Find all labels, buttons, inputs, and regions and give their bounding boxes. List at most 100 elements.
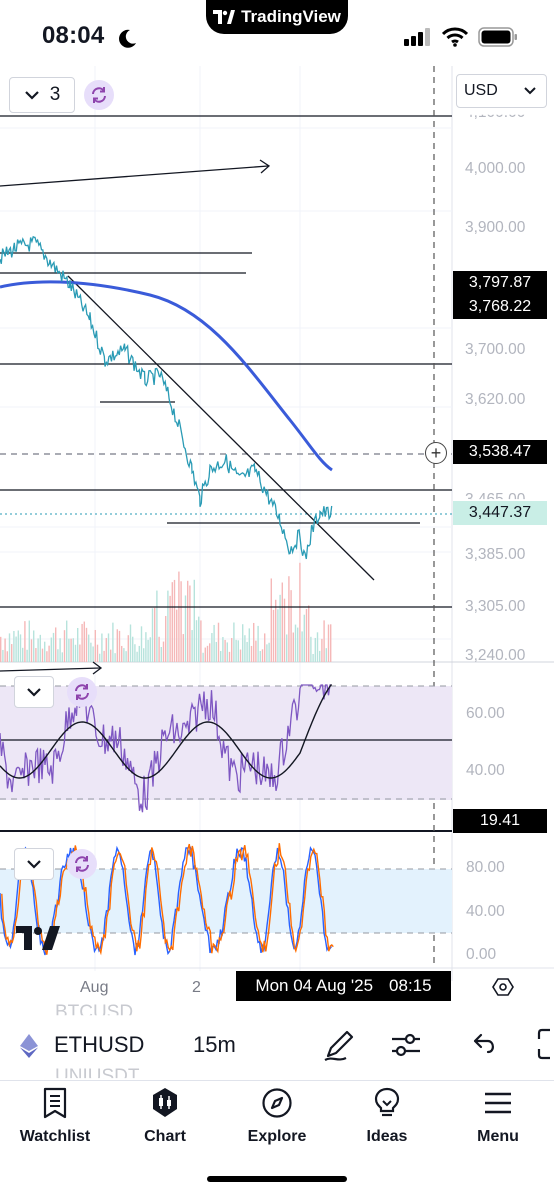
volume-bar (222, 637, 224, 662)
nav-label: Ideas (366, 1128, 408, 1145)
volume-bar (134, 644, 136, 662)
hamburger-menu-icon (485, 1092, 511, 1114)
volume-bar (193, 579, 195, 662)
symbol-name[interactable]: ETHUSD (54, 1032, 145, 1057)
chevron-down-icon (524, 87, 536, 95)
rsi-sync-button[interactable] (67, 677, 97, 707)
next-symbol[interactable]: UNIUSDT (55, 1066, 140, 1087)
nav-ideas[interactable]: Ideas (332, 1087, 442, 1146)
volume-bar (261, 649, 264, 662)
volume-bar (116, 629, 118, 662)
nav-menu[interactable]: Menu (443, 1087, 553, 1146)
volume-bar (200, 620, 202, 662)
volume-bar (26, 649, 28, 662)
undo-icon[interactable] (472, 1032, 498, 1056)
stoch-sync-button[interactable] (67, 849, 97, 879)
volume-bar (66, 620, 68, 662)
sync-button[interactable] (84, 80, 114, 110)
nav-watchlist[interactable]: Watchlist (0, 1087, 110, 1146)
volume-bar (187, 580, 189, 662)
rsi-axis-label: 60.00 (466, 705, 505, 722)
volume-bar (173, 579, 176, 662)
nav-chart[interactable]: Chart (110, 1087, 220, 1146)
stoch-axis-label: 80.00 (466, 859, 505, 876)
price-tag-high-1: 3,797.87 (453, 271, 547, 295)
volume-bar (176, 609, 178, 662)
chevron-down-icon (24, 91, 39, 100)
nav-label: Watchlist (19, 1128, 91, 1145)
volume-bar (195, 620, 198, 662)
drawing-pen-icon[interactable] (322, 1028, 356, 1062)
currency-dropdown[interactable]: USD (456, 74, 547, 108)
volume-bar (327, 624, 330, 662)
volume-bar (81, 623, 83, 662)
volume-bar (96, 644, 99, 662)
chevron-down-icon (27, 688, 41, 697)
stoch-axis-label: 40.00 (466, 903, 505, 920)
volume-bar (169, 595, 171, 662)
volume-bar (63, 630, 66, 662)
volume-bar (48, 645, 50, 662)
nav-explore[interactable]: Explore (222, 1087, 332, 1146)
rsi-line (0, 684, 332, 813)
volume-bar (235, 639, 237, 662)
volume-bar (35, 648, 37, 662)
volume-bar (231, 638, 233, 662)
volume-bar (30, 639, 33, 662)
volume-bar (220, 651, 222, 662)
interval-dropdown[interactable]: 3 (9, 77, 75, 113)
time-axis-label: 2 (192, 979, 201, 996)
volume-bar (310, 636, 312, 662)
volume-bar (244, 635, 246, 662)
volume-bar (180, 581, 182, 662)
fullscreen-icon[interactable] (536, 1028, 554, 1060)
volume-bar (57, 649, 59, 662)
moving-average-line (0, 280, 333, 472)
bottom-navigation (0, 1080, 554, 1161)
volume-bar (110, 649, 112, 662)
refresh-icon (75, 684, 89, 700)
volume-bar (277, 609, 279, 662)
stoch-d-line (1, 843, 334, 956)
price-axis-label: 3,700.00 (465, 341, 526, 358)
volume-bar (160, 646, 162, 662)
chart-icon (153, 1088, 177, 1117)
volume-bar (283, 598, 286, 662)
volume-bar (33, 630, 35, 662)
rsi-ma-line (0, 683, 333, 779)
volume-bar (312, 653, 314, 662)
volume-bar (319, 650, 321, 662)
volume-bar (206, 645, 209, 662)
volume-bar (305, 608, 308, 662)
volume-bar (213, 624, 215, 662)
volume-bar (171, 582, 173, 662)
volume-bar (189, 585, 191, 662)
volume-bar (156, 590, 158, 662)
volume-bar (79, 644, 81, 662)
plus-icon: + (430, 443, 442, 463)
stoch-collapse-button[interactable] (14, 848, 54, 880)
volume-bar (94, 629, 96, 662)
tradingview-pill[interactable]: TradingView (206, 0, 348, 34)
volume-bar (136, 651, 138, 662)
volume-bar (4, 638, 6, 662)
settings-hexagon-icon[interactable] (492, 976, 514, 998)
volume-bar (22, 647, 24, 662)
interval-button[interactable]: 15m (193, 1032, 236, 1057)
volume-bar (290, 590, 292, 662)
add-alert-button[interactable]: + (425, 442, 447, 464)
moon-icon (119, 29, 136, 48)
tradingview-logo-icon (213, 10, 236, 24)
volume-bar (46, 651, 48, 662)
volume-bar (255, 640, 257, 662)
rsi-collapse-button[interactable] (14, 676, 54, 708)
volume-bar (215, 641, 217, 662)
prev-symbol[interactable]: BTCUSD (55, 1002, 134, 1023)
volume-bar (281, 582, 283, 662)
volume-bar (154, 607, 156, 662)
nav-label: Explore (247, 1128, 307, 1145)
indicators-sliders-icon[interactable] (390, 1030, 422, 1060)
watchlist-icon (43, 1087, 67, 1119)
price-line (0, 235, 333, 560)
volume-bar (72, 638, 74, 662)
